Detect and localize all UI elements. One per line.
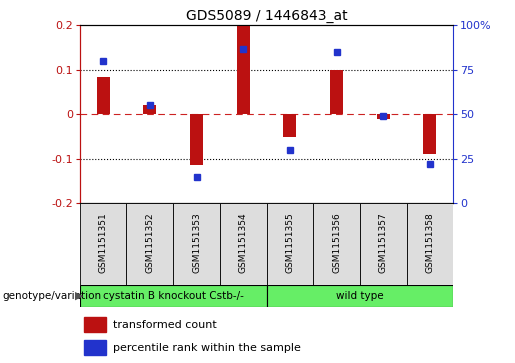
Bar — [283, 114, 297, 136]
Title: GDS5089 / 1446843_at: GDS5089 / 1446843_at — [186, 9, 347, 23]
Bar — [173, 203, 220, 285]
Text: cystatin B knockout Cstb-/-: cystatin B knockout Cstb-/- — [102, 291, 244, 301]
Bar — [83, 339, 106, 355]
Text: GSM1151352: GSM1151352 — [145, 212, 154, 273]
Bar — [236, 25, 250, 114]
Text: GSM1151358: GSM1151358 — [425, 212, 434, 273]
Bar — [267, 285, 453, 307]
Bar — [80, 285, 267, 307]
Text: GSM1151356: GSM1151356 — [332, 212, 341, 273]
Text: GSM1151354: GSM1151354 — [238, 212, 248, 273]
Text: GSM1151351: GSM1151351 — [99, 212, 108, 273]
Text: ▶: ▶ — [75, 291, 83, 301]
Text: GSM1151353: GSM1151353 — [192, 212, 201, 273]
Bar — [423, 114, 436, 154]
Text: GSM1151355: GSM1151355 — [285, 212, 295, 273]
Bar — [267, 203, 313, 285]
Bar — [220, 203, 267, 285]
Bar — [330, 70, 343, 114]
Bar — [376, 114, 390, 119]
Bar — [83, 317, 106, 332]
Bar — [127, 203, 173, 285]
Bar — [313, 203, 360, 285]
Bar — [360, 203, 406, 285]
Bar — [143, 105, 157, 114]
Text: GSM1151357: GSM1151357 — [379, 212, 388, 273]
Text: percentile rank within the sample: percentile rank within the sample — [113, 343, 301, 352]
Bar — [80, 203, 127, 285]
Bar — [190, 114, 203, 166]
Text: transformed count: transformed count — [113, 320, 217, 330]
Bar — [406, 203, 453, 285]
Bar — [97, 77, 110, 114]
Text: genotype/variation: genotype/variation — [3, 291, 101, 301]
Text: wild type: wild type — [336, 291, 384, 301]
